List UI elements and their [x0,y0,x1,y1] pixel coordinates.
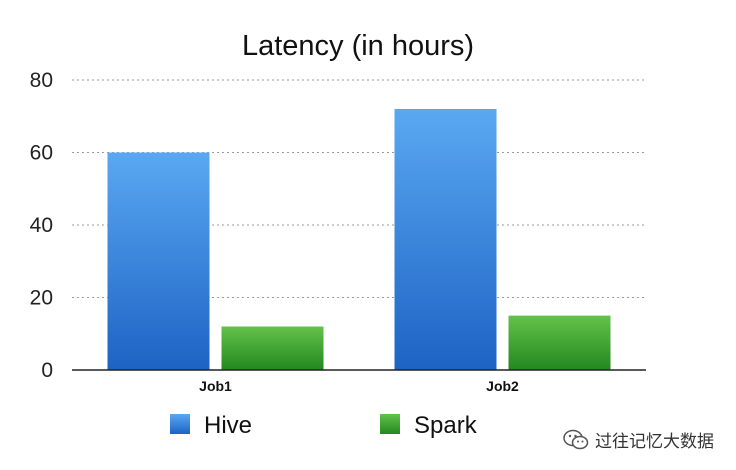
legend-label-hive: Hive [204,412,252,439]
y-tick-label: 0 [41,359,53,382]
y-tick-label: 80 [30,69,53,92]
legend-swatch-spark [380,414,400,434]
y-tick-label: 20 [30,287,53,310]
bar-hive-job1 [107,152,210,370]
x-tick-label: Job1 [199,378,232,394]
chart-title: Latency (in hours) [242,30,474,62]
legend-label-spark: Spark [414,412,478,439]
bar-spark-job1 [221,326,324,370]
legend: Hive Spark [170,412,478,439]
bars [107,109,611,370]
x-axis-labels: Job1 Job2 [199,378,519,394]
bar-spark-job2 [508,315,611,370]
legend-swatch-hive [170,414,190,434]
y-tick-label: 60 [30,142,53,165]
watermark: 过往记忆大数据 [563,427,714,452]
x-tick-label: Job2 [486,378,519,394]
watermark-text: 过往记忆大数据 [595,432,714,452]
y-axis-ticks: 0 20 40 60 80 [30,69,53,382]
wechat-icon [563,429,589,451]
bar-hive-job2 [394,109,497,370]
y-tick-label: 40 [30,214,53,237]
